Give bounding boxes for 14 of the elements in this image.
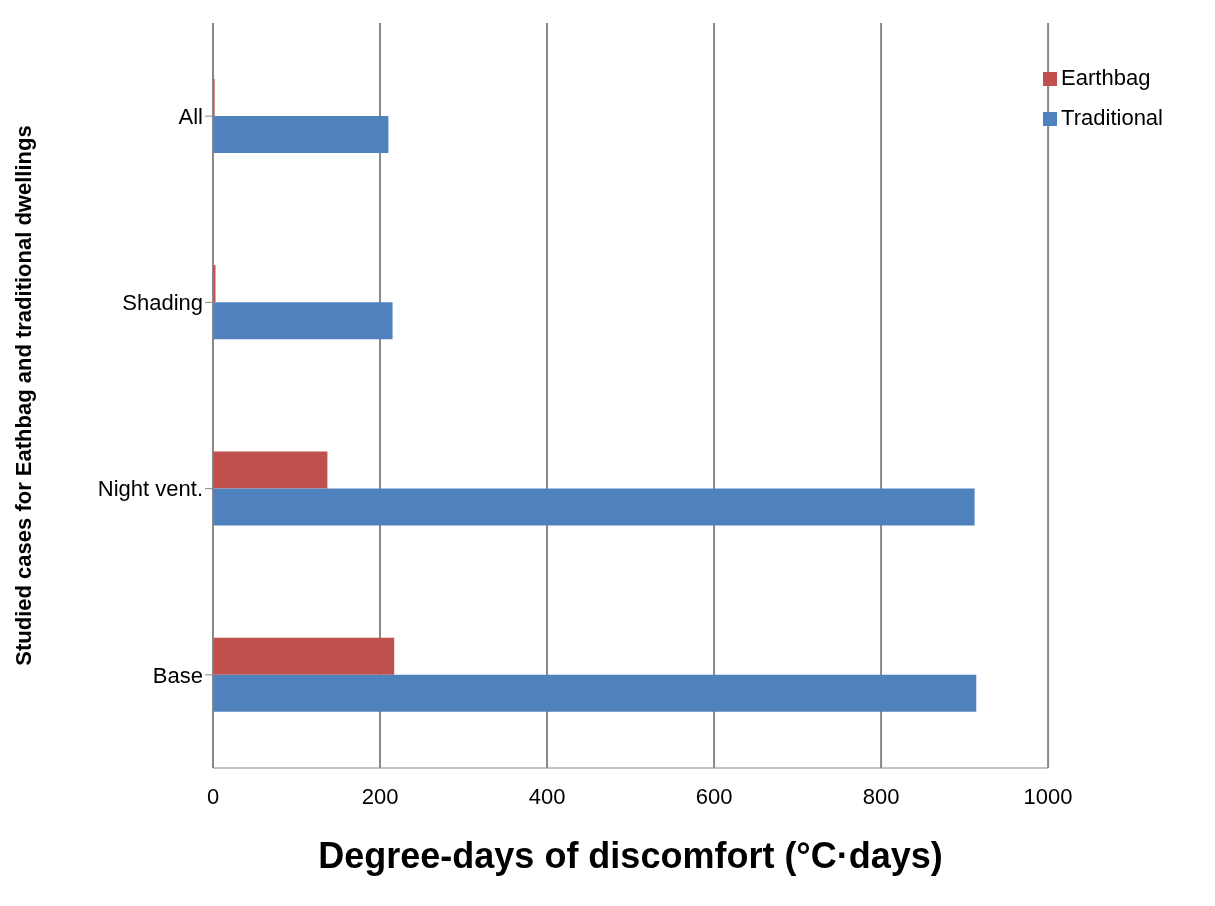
y-axis-title: Studied cases for Eathbag and traditional dwellings	[10, 125, 36, 666]
x-tick-label: 600	[695, 783, 733, 809]
legend-label: Earthbag	[1061, 65, 1151, 90]
x-axis-title: Degree-days of discomfort (°C·days)	[318, 835, 943, 876]
x-tick-label: 200	[361, 783, 399, 809]
x-tick-label: 800	[862, 783, 900, 809]
y-tick-label: All	[178, 103, 203, 129]
x-tick-label: 1000	[1023, 783, 1073, 809]
y-tick-label: Night vent.	[97, 476, 203, 502]
y-tick-label: Shading	[122, 290, 203, 316]
y-tick-label: Base	[152, 662, 203, 688]
x-tick-label: 400	[528, 783, 566, 809]
legend-label: Traditional	[1061, 105, 1163, 130]
x-tick-label: 0	[206, 783, 220, 809]
